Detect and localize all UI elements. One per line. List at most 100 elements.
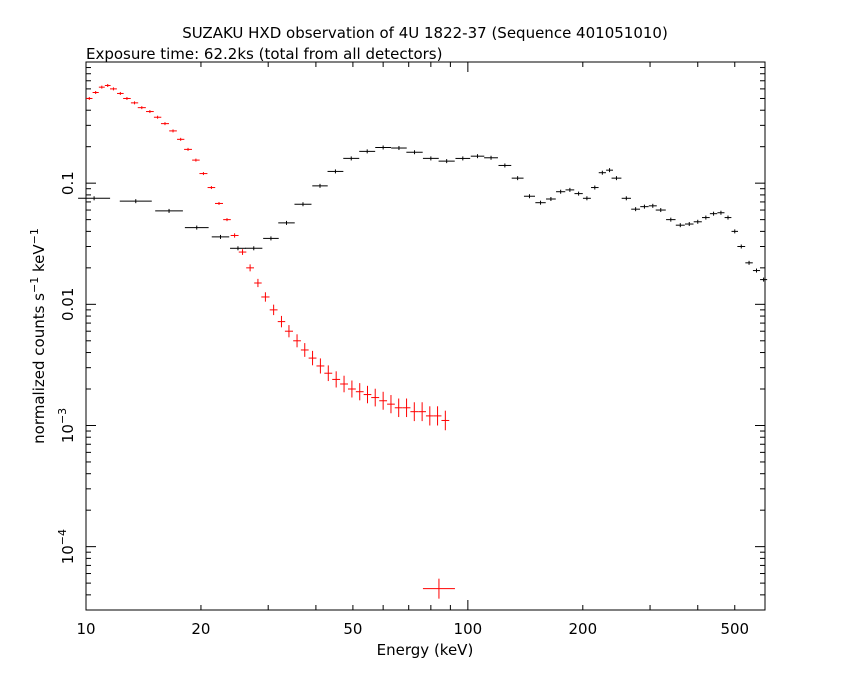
data-point	[308, 350, 317, 366]
data-point	[177, 137, 185, 141]
data-point	[211, 234, 230, 239]
data-point	[511, 176, 524, 181]
data-point	[327, 169, 344, 174]
data-point	[422, 578, 455, 599]
data-point	[484, 155, 498, 160]
data-point	[574, 191, 583, 196]
y-tick-label: 10−3	[56, 408, 77, 443]
data-point	[565, 187, 575, 192]
data-point	[130, 101, 139, 105]
data-point	[701, 215, 710, 220]
y-tick-label-text: 10−4	[56, 529, 77, 564]
x-tick-label: 200	[568, 620, 597, 638]
data-point	[343, 156, 360, 161]
data-point	[245, 246, 263, 251]
data-point	[86, 96, 93, 100]
data-point	[347, 380, 356, 398]
x-tick-label: 500	[720, 620, 749, 638]
data-point	[684, 222, 694, 227]
data-point	[752, 268, 761, 273]
y-tick-label: 0.1	[59, 171, 77, 195]
data-point	[277, 315, 286, 328]
data-point	[655, 208, 666, 213]
data-point	[293, 334, 301, 348]
data-point	[207, 186, 216, 190]
data-point	[387, 395, 395, 414]
y-tick-label-base: 10	[59, 424, 77, 443]
data-point	[611, 176, 622, 181]
data-point	[621, 196, 631, 201]
data-point	[78, 196, 111, 201]
chart-title: SUZAKU HXD observation of 4U 1822-37 (Se…	[182, 24, 668, 42]
data-point	[123, 96, 131, 100]
series-0	[78, 145, 768, 282]
data-point	[598, 170, 606, 175]
data-point	[184, 225, 209, 230]
y-axis-label-exp1: −1	[28, 277, 41, 293]
data-point	[640, 204, 649, 209]
data-point	[153, 115, 162, 119]
data-point	[278, 220, 295, 225]
data-point	[666, 217, 676, 222]
data-point	[254, 278, 262, 288]
data-point	[675, 223, 685, 228]
data-point	[546, 197, 556, 202]
data-point	[246, 264, 255, 272]
data-point	[324, 365, 333, 382]
data-point	[375, 145, 392, 150]
data-point	[169, 129, 177, 133]
data-point	[709, 211, 718, 216]
data-point	[261, 292, 270, 302]
data-point	[406, 150, 423, 155]
data-point	[737, 244, 746, 249]
data-point	[631, 207, 641, 212]
data-point	[137, 106, 146, 110]
data-point	[92, 91, 99, 95]
data-point	[110, 87, 117, 91]
data-point	[355, 383, 364, 401]
data-point	[192, 158, 200, 162]
data-point	[363, 385, 372, 404]
x-tick-label: 20	[191, 620, 210, 638]
x-tick-label: 50	[343, 620, 362, 638]
series-1	[86, 83, 455, 599]
data-point	[312, 183, 328, 188]
y-axis-label-exp2: −1	[28, 228, 41, 244]
data-point	[394, 398, 403, 418]
data-point	[146, 110, 154, 114]
data-point	[379, 391, 388, 410]
data-point	[556, 189, 566, 194]
data-point	[316, 358, 325, 374]
data-point	[425, 406, 434, 426]
data-point	[391, 146, 407, 151]
y-tick-label-text: 0.01	[59, 288, 77, 321]
data-point	[523, 194, 536, 199]
data-point	[693, 219, 702, 224]
data-point	[223, 218, 231, 222]
y-axis-label-main: normalized counts s	[30, 293, 48, 444]
y-tick-label-exponent: −3	[56, 408, 69, 424]
data-point	[155, 208, 183, 213]
y-tick-label-text: 0.1	[59, 171, 77, 195]
data-point	[117, 91, 124, 95]
data-point	[300, 343, 309, 357]
data-point	[418, 402, 426, 422]
data-point	[422, 156, 439, 161]
y-tick-label: 10−4	[56, 529, 77, 564]
data-point	[402, 398, 411, 418]
x-tick-label: 10	[76, 620, 95, 638]
data-point	[230, 246, 246, 251]
y-axis-label: normalized counts s−1 keV−1	[28, 228, 48, 444]
data-point	[410, 402, 419, 422]
data-point	[119, 199, 152, 204]
data-point	[294, 202, 312, 207]
data-point	[184, 147, 192, 151]
y-tick-label-text: 10−3	[56, 408, 77, 443]
data-point	[760, 277, 768, 282]
data-point	[230, 233, 239, 238]
data-point	[263, 236, 279, 241]
data-point	[199, 172, 208, 176]
